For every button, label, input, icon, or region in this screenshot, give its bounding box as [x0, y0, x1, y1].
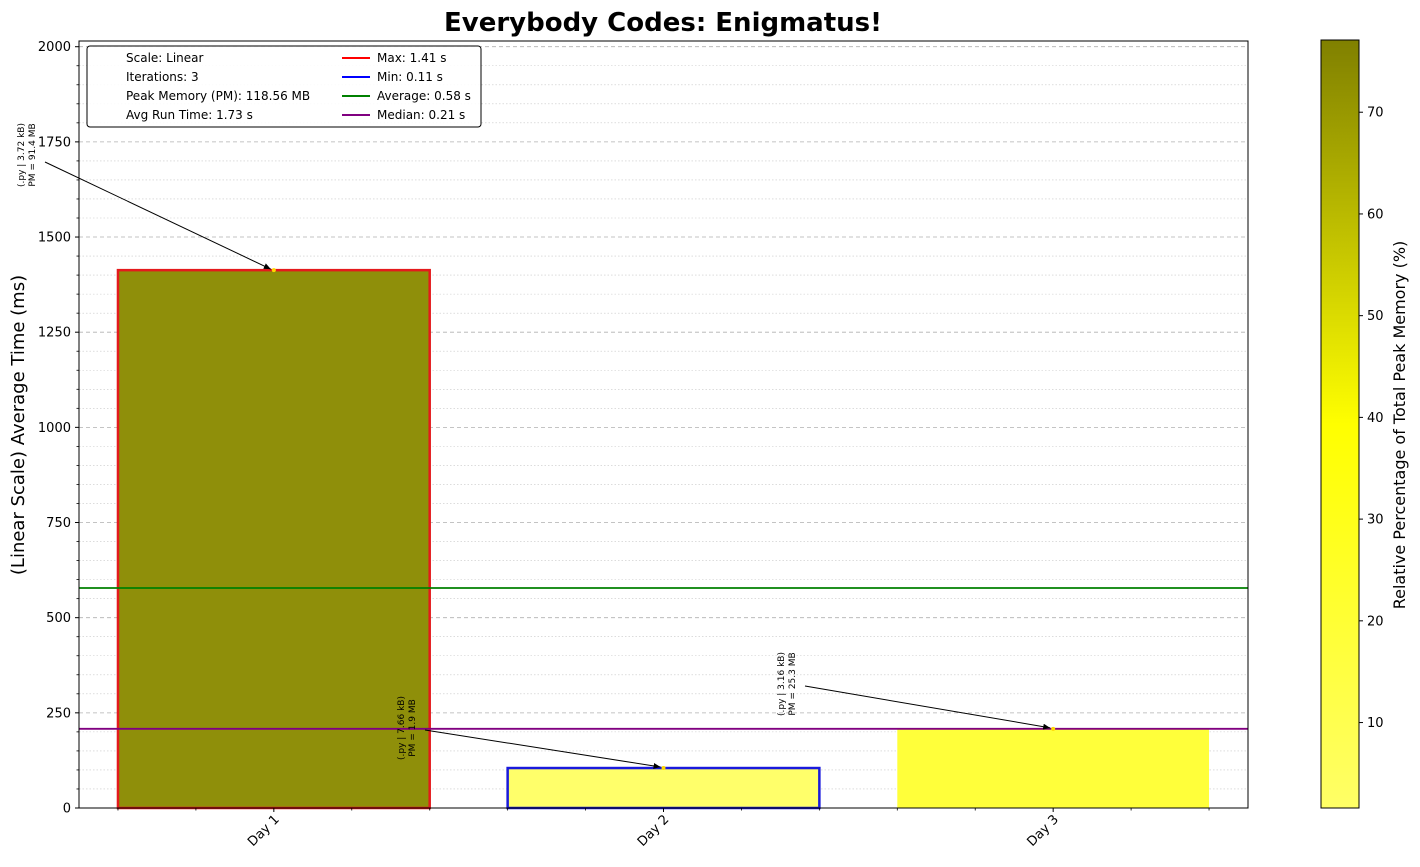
grid-lines: [79, 46, 1248, 790]
legend-info-iterations: Iterations: 3: [126, 70, 199, 84]
annotation-line2: PM = 25.3 MB: [788, 652, 798, 715]
y-tick-label: 1000: [38, 421, 71, 436]
annotation-line2: PM = 91.4 MB: [28, 123, 38, 186]
x-tick-label: Day 3: [1024, 812, 1062, 850]
x-tick-label: Day 1: [245, 812, 283, 850]
colorbar-ticks: 10 20 30 40 50 60 70: [1359, 106, 1384, 731]
y-tick-label: 500: [46, 611, 71, 626]
colorbar-tick-label: 50: [1367, 309, 1384, 324]
annotation-label: (.py | 3.72 kB)PM = 91.4 MB: [17, 123, 38, 187]
annotation-line2: PM = 1.9 MB: [408, 699, 418, 757]
colorbar-tick-label: 60: [1367, 207, 1384, 222]
bars: [116, 268, 1210, 810]
bar-day-2: [506, 766, 821, 810]
colorbar-tick-label: 20: [1367, 614, 1384, 629]
legend-label-min: Min: 0.11 s: [377, 70, 443, 84]
annotation-line1: (.py | 3.16 kB): [777, 652, 787, 716]
legend-label-average: Average: 0.58 s: [377, 89, 471, 103]
y-axis: 0 250 500 750 1000 1250 1500 1750 2000: [38, 40, 79, 817]
colorbar: 10 20 30 40 50 60 70 Relative Percentage of To…: [1320, 39, 1409, 809]
annotation-arrow: [44, 161, 272, 270]
colorbar-tick-label: 40: [1367, 411, 1384, 426]
legend-box: [86, 45, 482, 128]
bar-day-1: [116, 268, 431, 810]
legend-info-peak-memory: Peak Memory (PM): 118.56 MB: [126, 89, 310, 103]
legend-label-max: Max: 1.41 s: [377, 51, 446, 65]
legend-info-avg-run-time: Avg Run Time: 1.73 s: [126, 108, 253, 122]
annotation-label: (.py | 7.66 kB)PM = 1.9 MB: [397, 696, 418, 760]
y-axis-label: (Linear Scale) Average Time (ms): [8, 275, 29, 575]
y-tick-label: 2000: [38, 40, 71, 55]
annotation-arrow: [424, 729, 661, 769]
y-tick-label: 1500: [38, 231, 71, 246]
annotation-line1: (.py | 3.72 kB): [17, 123, 27, 187]
y-tick-label: 1250: [38, 326, 71, 341]
legend: Scale: Linear Iterations: 3 Peak Memory …: [86, 45, 482, 128]
legend-label-median: Median: 0.21 s: [377, 108, 465, 122]
colorbar-tick-label: 10: [1367, 716, 1384, 731]
annotation-label: (.py | 3.16 kB)PM = 25.3 MB: [777, 652, 798, 716]
annotation-dot: [271, 268, 276, 273]
colorbar-gradient: [1320, 39, 1360, 809]
annotation-line1: (.py | 7.66 kB): [397, 696, 407, 760]
colorbar-tick-label: 30: [1367, 513, 1384, 528]
colorbar-tick-label: 70: [1367, 106, 1384, 121]
chart-title: Everybody Codes: Enigmatus!: [444, 8, 882, 38]
annotations: (.py | 3.72 kB)PM = 91.4 MB (.py | 7.66 k…: [17, 123, 1056, 771]
annotation-arrow: [804, 685, 1051, 730]
y-tick-label: 250: [46, 706, 71, 721]
colorbar-label: Relative Percentage of Total Peak Memory…: [1390, 241, 1409, 610]
y-tick-label: 750: [46, 516, 71, 531]
x-axis: Day 1 Day 2 Day 3: [117, 808, 1210, 850]
x-tick-label: Day 2: [635, 812, 673, 850]
y-tick-label: 1750: [38, 135, 71, 150]
legend-info-scale: Scale: Linear: [126, 51, 204, 65]
annotation-dot: [661, 766, 666, 771]
annotation-dot: [1051, 726, 1056, 731]
bar-day-3: [897, 728, 1210, 808]
y-tick-label: 0: [63, 802, 71, 817]
